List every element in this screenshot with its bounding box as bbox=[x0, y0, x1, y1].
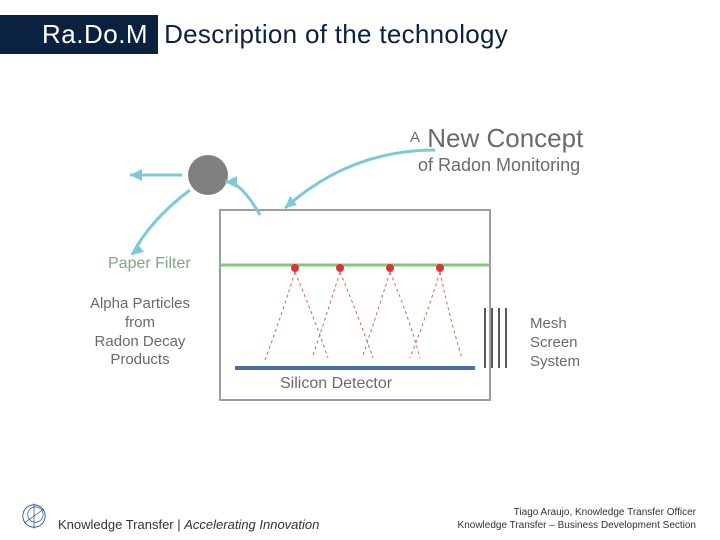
title-text: Description of the technology bbox=[158, 19, 508, 50]
label-mesh-l3: System bbox=[530, 353, 580, 372]
label-alpha-l1: Alpha Particles bbox=[75, 295, 205, 314]
label-new-concept-2: of Radon Monitoring bbox=[418, 155, 580, 176]
label-alpha-l3: Radon Decay bbox=[75, 333, 205, 352]
footer-right: Tiago Araujo, Knowledge Transfer Officer… bbox=[458, 506, 696, 532]
label-mesh: Mesh Screen System bbox=[530, 315, 580, 371]
label-paper-filter: Paper Filter bbox=[108, 255, 191, 273]
label-silicon: Silicon Detector bbox=[280, 375, 392, 393]
label-alpha: Alpha Particles from Radon Decay Product… bbox=[75, 295, 205, 370]
footer-right-l1: Tiago Araujo, Knowledge Transfer Officer bbox=[458, 506, 696, 519]
title-bar: Ra.Do.M Description of the technology bbox=[0, 14, 508, 54]
label-new-concept-1: A New Concept bbox=[410, 123, 583, 154]
footer-left-plain: Knowledge Transfer | bbox=[58, 517, 184, 532]
label-new-concept-prefix: A bbox=[410, 129, 420, 146]
label-alpha-l4: Products bbox=[75, 351, 205, 370]
diagram: A New Concept of Radon Monitoring Paper … bbox=[90, 120, 650, 430]
label-alpha-l2: from bbox=[75, 314, 205, 333]
label-mesh-l1: Mesh bbox=[530, 315, 580, 334]
label-new-concept-main: New Concept bbox=[427, 123, 583, 153]
footer-left: Knowledge Transfer | Accelerating Innova… bbox=[58, 517, 319, 532]
label-mesh-l2: Screen bbox=[530, 334, 580, 353]
footer: Knowledge Transfer | Accelerating Innova… bbox=[0, 506, 720, 532]
title-badge: Ra.Do.M bbox=[0, 15, 158, 54]
footer-left-italic: Accelerating Innovation bbox=[184, 517, 319, 532]
slide: Ra.Do.M Description of the technology A … bbox=[0, 0, 720, 540]
footer-right-l2: Knowledge Transfer – Business Developmen… bbox=[458, 519, 696, 532]
